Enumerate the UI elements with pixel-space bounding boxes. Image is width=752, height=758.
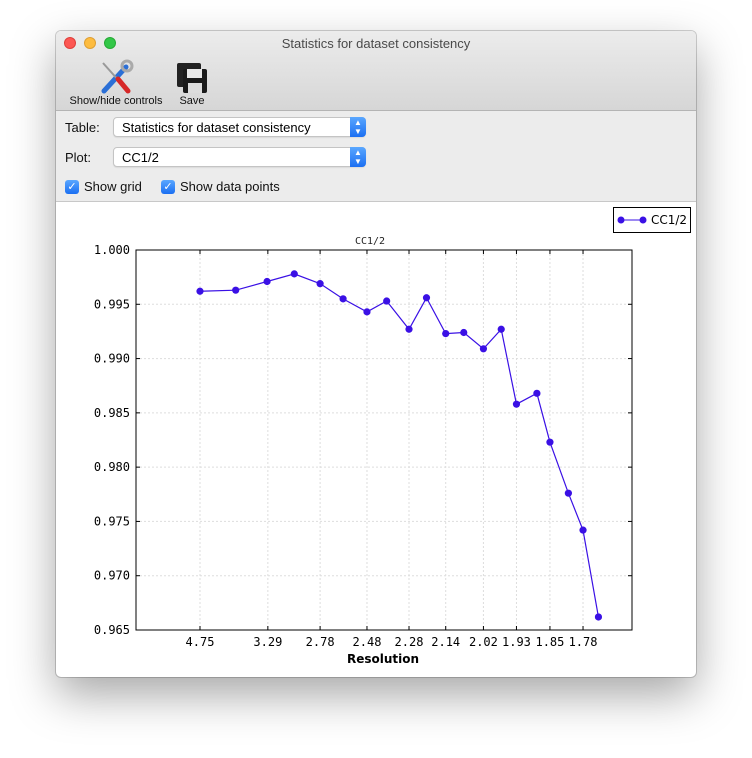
- chevron-up-down-icon: ▲ ▼: [350, 117, 366, 137]
- save-button[interactable]: Save: [172, 57, 212, 107]
- data-point: [512, 400, 521, 408]
- x-tick-label: 1.85: [535, 635, 564, 649]
- plot-label: Plot:: [65, 150, 92, 165]
- data-point: [442, 330, 450, 338]
- x-tick-label: 3.29: [253, 635, 282, 649]
- checkmark-icon: ✓: [65, 179, 79, 194]
- show-hide-controls-button[interactable]: Show/hide controls: [64, 57, 168, 107]
- x-tick-label: 1.93: [502, 635, 531, 649]
- plot-frame: [135, 249, 633, 631]
- data-point: [479, 345, 488, 353]
- y-tick-label: 0.965: [94, 623, 130, 637]
- chart: 0.965 0.970 0.975 0.980 0.985 0.990 0.995 1.000…: [94, 207, 691, 666]
- chart-title: CC1/2: [355, 236, 385, 247]
- x-tick-label: 2.02: [469, 635, 498, 649]
- data-point: [383, 297, 391, 305]
- x-tick-label: 4.75: [186, 635, 215, 649]
- zoom-button[interactable]: [104, 37, 116, 49]
- save-label: Save: [179, 95, 205, 107]
- show-hide-controls-label: Show/hide controls: [69, 95, 163, 107]
- y-tick-label: 0.995: [94, 297, 130, 311]
- legend: CC1/2: [613, 207, 691, 233]
- y-tick-label: 0.970: [94, 569, 130, 583]
- window-title: Statistics for dataset consistency: [281, 36, 471, 51]
- data-point: [232, 286, 240, 294]
- data-point: [316, 280, 324, 288]
- x-axis-label: Resolution: [347, 652, 419, 666]
- show-grid-checkbox[interactable]: ✓ Show grid: [65, 179, 142, 194]
- y-tick-label: 0.975: [94, 514, 130, 528]
- data-point: [546, 438, 554, 446]
- x-tick-label: 1.78: [569, 635, 598, 649]
- plot-select-value: CC1/2: [122, 150, 159, 165]
- data-point: [579, 526, 587, 534]
- series-line: [199, 273, 600, 618]
- show-grid-label: Show grid: [84, 179, 142, 194]
- data-point: [363, 308, 371, 316]
- y-tick-label: 1.000: [94, 243, 130, 257]
- legend-label: CC1/2: [651, 213, 687, 227]
- data-point: [339, 295, 347, 303]
- data-point: [533, 389, 541, 397]
- x-tick-label: 2.28: [395, 635, 424, 649]
- legend-marker: [639, 216, 647, 224]
- data-point: [460, 328, 468, 337]
- app-window: Statistics for dataset consistency Show/…: [56, 31, 696, 677]
- y-tick-label: 0.985: [94, 406, 130, 420]
- y-tick-label: 0.980: [94, 460, 130, 474]
- checkmark-icon: ✓: [161, 179, 175, 194]
- x-tick-label: 2.78: [306, 635, 335, 649]
- plot-select[interactable]: CC1/2 ▲ ▼: [113, 147, 366, 167]
- data-point: [405, 325, 413, 333]
- chevron-up-down-icon: ▲ ▼: [350, 147, 366, 167]
- data-point: [196, 287, 204, 295]
- data-point: [290, 270, 298, 278]
- data-point: [564, 489, 572, 497]
- y-tick-label: 0.990: [94, 352, 130, 366]
- table-select[interactable]: Statistics for dataset consistency ▲ ▼: [113, 117, 366, 137]
- x-tick-label: 2.48: [353, 635, 382, 649]
- x-tick-label: 2.14: [431, 635, 460, 649]
- table-label: Table:: [65, 120, 100, 135]
- minimize-button[interactable]: [84, 37, 96, 49]
- tools-icon: [64, 57, 168, 95]
- data-point: [263, 277, 271, 286]
- title-bar: Statistics for dataset consistency Show/…: [56, 31, 696, 111]
- data-point: [594, 613, 603, 621]
- table-select-value: Statistics for dataset consistency: [122, 120, 311, 135]
- grid: [136, 249, 632, 631]
- legend-marker: [617, 216, 625, 224]
- data-point: [422, 294, 431, 302]
- show-data-points-checkbox[interactable]: ✓ Show data points: [161, 179, 280, 194]
- floppy-disk-icon: [172, 57, 212, 95]
- controls-panel: Table: Statistics for dataset consistenc…: [56, 111, 696, 202]
- show-data-points-label: Show data points: [180, 179, 280, 194]
- close-button[interactable]: [64, 37, 76, 49]
- data-point: [497, 325, 505, 333]
